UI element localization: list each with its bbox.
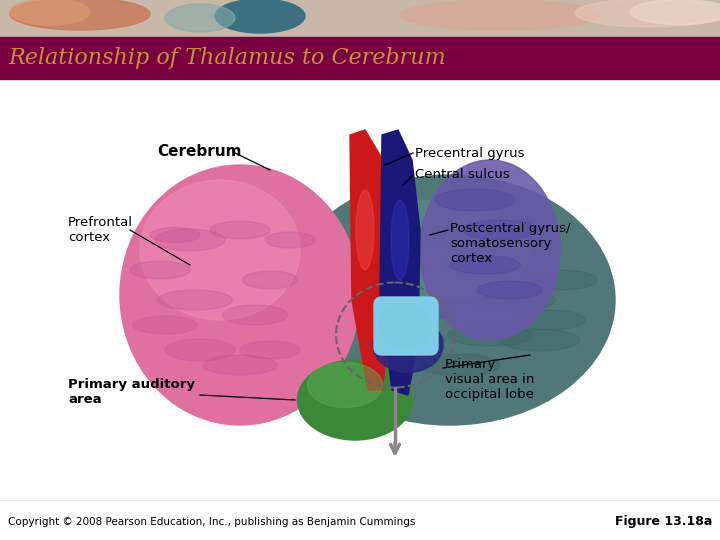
Text: Postcentral gyrus/
somatosensory
cortex: Postcentral gyrus/ somatosensory cortex xyxy=(450,222,570,265)
Ellipse shape xyxy=(150,227,200,242)
Ellipse shape xyxy=(385,227,475,253)
Bar xyxy=(0,0,720,37)
Text: Prefrontal
cortex: Prefrontal cortex xyxy=(68,216,133,244)
Ellipse shape xyxy=(448,324,533,346)
Ellipse shape xyxy=(500,329,580,351)
Ellipse shape xyxy=(10,0,90,25)
Ellipse shape xyxy=(155,229,225,251)
Polygon shape xyxy=(380,130,420,395)
Bar xyxy=(0,79,720,540)
Ellipse shape xyxy=(382,300,457,320)
Ellipse shape xyxy=(165,339,235,361)
Ellipse shape xyxy=(10,0,150,30)
Ellipse shape xyxy=(375,330,445,350)
Ellipse shape xyxy=(243,271,297,289)
Ellipse shape xyxy=(297,360,413,440)
Text: Precentral gyrus: Precentral gyrus xyxy=(415,146,524,159)
Ellipse shape xyxy=(120,165,360,425)
Ellipse shape xyxy=(240,341,300,359)
Ellipse shape xyxy=(222,305,287,325)
Ellipse shape xyxy=(265,232,315,248)
Ellipse shape xyxy=(575,0,720,27)
Ellipse shape xyxy=(158,290,233,310)
FancyBboxPatch shape xyxy=(374,297,438,355)
Ellipse shape xyxy=(379,303,431,349)
Text: Primary
visual area in
occipital lobe: Primary visual area in occipital lobe xyxy=(445,358,534,401)
Ellipse shape xyxy=(391,200,409,280)
Ellipse shape xyxy=(515,310,585,330)
Text: Cerebrum: Cerebrum xyxy=(158,145,242,159)
Ellipse shape xyxy=(132,316,197,334)
Ellipse shape xyxy=(215,0,305,33)
Ellipse shape xyxy=(465,287,555,313)
Text: Figure 13.18a: Figure 13.18a xyxy=(615,516,712,529)
Bar xyxy=(0,37,720,79)
Ellipse shape xyxy=(373,318,443,373)
Ellipse shape xyxy=(356,190,374,270)
Text: Relationship of Thalamus to Cerebrum: Relationship of Thalamus to Cerebrum xyxy=(8,47,446,69)
Ellipse shape xyxy=(350,200,530,300)
Ellipse shape xyxy=(202,355,277,375)
Ellipse shape xyxy=(307,362,382,408)
Text: Central sulcus: Central sulcus xyxy=(415,168,510,181)
Ellipse shape xyxy=(450,256,520,274)
Ellipse shape xyxy=(400,0,600,30)
Ellipse shape xyxy=(165,4,235,32)
Ellipse shape xyxy=(630,0,720,24)
Ellipse shape xyxy=(285,175,615,425)
Ellipse shape xyxy=(438,254,523,276)
Ellipse shape xyxy=(365,260,435,280)
Ellipse shape xyxy=(462,220,538,240)
Ellipse shape xyxy=(140,180,300,320)
Text: Copyright © 2008 Pearson Education, Inc., publishing as Benjamin Cummings: Copyright © 2008 Pearson Education, Inc.… xyxy=(8,517,415,527)
Text: Primary auditory
area: Primary auditory area xyxy=(68,378,195,406)
Ellipse shape xyxy=(130,261,190,279)
Ellipse shape xyxy=(420,354,500,376)
Ellipse shape xyxy=(523,270,598,290)
Polygon shape xyxy=(350,130,390,390)
Ellipse shape xyxy=(210,221,270,239)
Ellipse shape xyxy=(420,160,560,340)
Ellipse shape xyxy=(435,189,515,211)
Ellipse shape xyxy=(477,281,542,299)
